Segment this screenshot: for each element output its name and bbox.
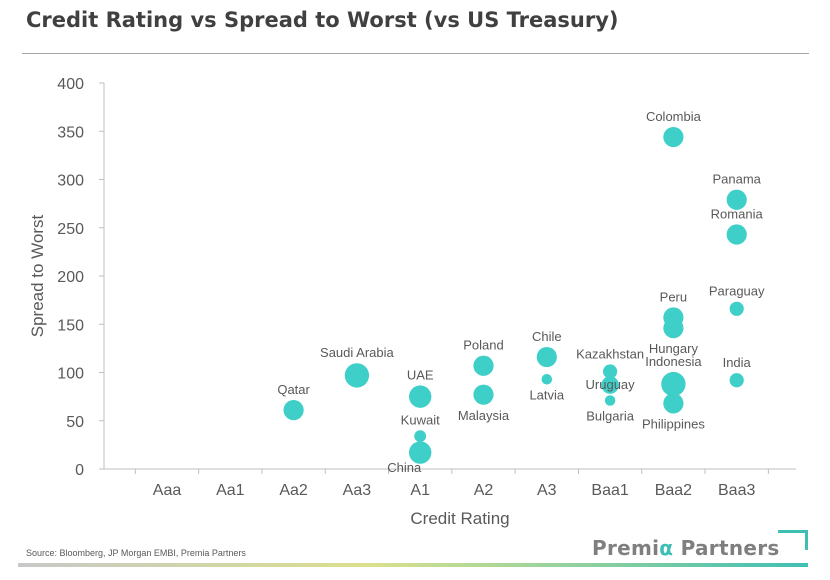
bubble-bulgaria (604, 395, 616, 406)
data-label: Peru (660, 289, 687, 304)
brand-prefix: Premi (592, 536, 660, 560)
x-tick-label: Baa2 (655, 482, 692, 499)
data-label: Indonesia (645, 354, 702, 369)
chart-title: Credit Rating vs Spread to Worst (vs US … (26, 8, 619, 32)
data-label: Paraguay (709, 284, 765, 299)
data-label: Poland (463, 338, 503, 353)
data-label: Bulgaria (586, 409, 634, 424)
bubble-hungary (663, 318, 684, 339)
data-label: Saudi Arabia (320, 345, 394, 360)
x-tick-label: Aa3 (343, 482, 372, 499)
bubble-malaysia (473, 384, 494, 405)
x-tick-label: Baa3 (718, 482, 755, 499)
bubble-qatar (283, 400, 304, 421)
y-tick-label: 350 (57, 124, 84, 141)
data-label: Philippines (642, 416, 705, 431)
data-label: Chile (532, 329, 562, 344)
data-label: Kazakhstan (576, 346, 644, 361)
data-label: Qatar (277, 382, 310, 397)
data-label: Panama (712, 172, 761, 187)
y-tick-label: 0 (75, 462, 84, 479)
data-label: Hungary (649, 341, 699, 356)
x-tick-label: Baa1 (591, 482, 628, 499)
x-axis-label: Credit Rating (410, 509, 509, 528)
x-tick-label: Aaa (153, 482, 182, 499)
footer-gradient-line (18, 563, 808, 567)
brand-logo: Premiα Partners (592, 536, 780, 560)
y-tick-label: 150 (57, 317, 84, 334)
source-note: Source: Bloomberg, JP Morgan EMBI, Premi… (26, 548, 246, 558)
bubble-indonesia (661, 371, 686, 397)
data-label: Malaysia (458, 408, 510, 423)
x-tick-label: A1 (410, 482, 430, 499)
bubble-panama (726, 189, 747, 210)
data-label: Uruguay (586, 377, 636, 392)
bubble-uae (409, 385, 432, 408)
y-tick-label: 400 (57, 76, 84, 93)
data-label: Latvia (529, 388, 564, 403)
bubble-latvia (541, 374, 553, 385)
data-label: Romania (711, 206, 764, 221)
bubble-kuwait (414, 430, 427, 443)
data-label: UAE (407, 367, 434, 382)
y-tick-label: 100 (57, 366, 84, 383)
brand-suffix: Partners (673, 536, 780, 560)
y-tick-label: 300 (57, 173, 84, 190)
bubble-china (409, 441, 432, 464)
y-tick-label: 50 (66, 414, 84, 431)
data-label: China (387, 460, 422, 475)
scatter-chart: 0 50 100 150 200 250 300 350 400 Aaa Aa1 Aa2 Aa3 A1 A2… (28, 76, 796, 528)
data-label: Colombia (646, 109, 702, 124)
bubble-poland (473, 355, 494, 376)
bubble-philippines (663, 393, 684, 414)
bubble-romania (726, 224, 747, 245)
y-tick-label: 200 (57, 269, 84, 286)
bubble-saudi-arabia (344, 363, 370, 388)
x-tick-label: Aa1 (216, 482, 245, 499)
bubble-uruguay (601, 376, 619, 394)
brand-alpha: α (659, 536, 674, 560)
bubble-colombia (663, 126, 684, 148)
bubble-paraguay (729, 301, 744, 316)
x-tick-label: A2 (474, 482, 494, 499)
y-axis-label: Spread to Worst (28, 214, 47, 337)
bubble-india (729, 373, 744, 388)
bubble-kazakhstan (603, 364, 618, 379)
brand-corner-mark (778, 530, 808, 550)
data-label: India (723, 355, 752, 370)
bubble-chile (536, 346, 557, 368)
data-label: Kuwait (401, 412, 440, 427)
x-tick-label: Aa2 (279, 482, 308, 499)
y-tick-label: 250 (57, 221, 84, 238)
title-divider (22, 53, 809, 54)
x-tick-label: A3 (537, 482, 557, 499)
